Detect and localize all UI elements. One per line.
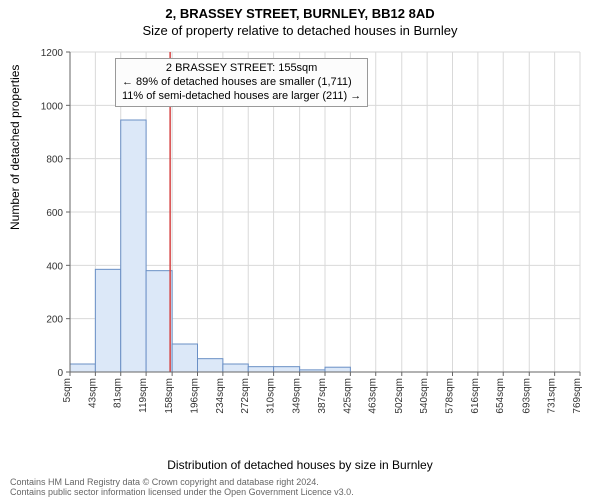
svg-text:5sqm: 5sqm — [62, 378, 73, 402]
svg-text:693sqm: 693sqm — [521, 378, 532, 414]
x-axis-label: Distribution of detached houses by size … — [0, 458, 600, 472]
svg-text:0: 0 — [57, 368, 63, 379]
annotation-line-1: 2 BRASSEY STREET: 155sqm — [122, 62, 361, 76]
svg-text:310sqm: 310sqm — [266, 378, 277, 414]
svg-text:400: 400 — [46, 261, 63, 272]
svg-text:769sqm: 769sqm — [572, 378, 583, 414]
svg-text:600: 600 — [46, 208, 63, 219]
page-title: 2, BRASSEY STREET, BURNLEY, BB12 8AD — [0, 0, 600, 21]
annotation-line-3: 11% of semi-detached houses are larger (… — [122, 90, 361, 104]
svg-text:234sqm: 234sqm — [215, 378, 226, 414]
y-axis-label: Number of detached properties — [8, 65, 22, 230]
histogram-chart: 0200400600800100012005sqm43sqm81sqm119sq… — [70, 52, 580, 422]
svg-text:731sqm: 731sqm — [547, 378, 558, 414]
svg-text:502sqm: 502sqm — [394, 378, 405, 414]
svg-text:578sqm: 578sqm — [445, 378, 456, 414]
footer-attribution: Contains HM Land Registry data © Crown c… — [10, 478, 354, 498]
svg-text:463sqm: 463sqm — [368, 378, 379, 414]
svg-text:540sqm: 540sqm — [419, 378, 430, 414]
svg-text:616sqm: 616sqm — [470, 378, 481, 414]
svg-text:387sqm: 387sqm — [317, 378, 328, 414]
svg-text:1000: 1000 — [41, 101, 64, 112]
svg-text:81sqm: 81sqm — [113, 378, 124, 408]
svg-text:119sqm: 119sqm — [138, 378, 149, 413]
svg-text:1200: 1200 — [41, 48, 64, 59]
annotation-line-2: ← 89% of detached houses are smaller (1,… — [122, 76, 361, 90]
svg-text:654sqm: 654sqm — [495, 378, 506, 414]
svg-text:158sqm: 158sqm — [164, 378, 175, 414]
annotation-box: 2 BRASSEY STREET: 155sqm ← 89% of detach… — [115, 58, 368, 107]
svg-text:196sqm: 196sqm — [190, 378, 201, 414]
svg-text:800: 800 — [46, 155, 63, 166]
svg-text:349sqm: 349sqm — [292, 378, 303, 414]
svg-text:43sqm: 43sqm — [87, 378, 98, 408]
footer-line-2: Contains public sector information licen… — [10, 488, 354, 498]
svg-text:272sqm: 272sqm — [240, 378, 251, 414]
page-subtitle: Size of property relative to detached ho… — [0, 21, 600, 38]
svg-text:200: 200 — [46, 315, 63, 326]
svg-text:425sqm: 425sqm — [342, 378, 353, 414]
